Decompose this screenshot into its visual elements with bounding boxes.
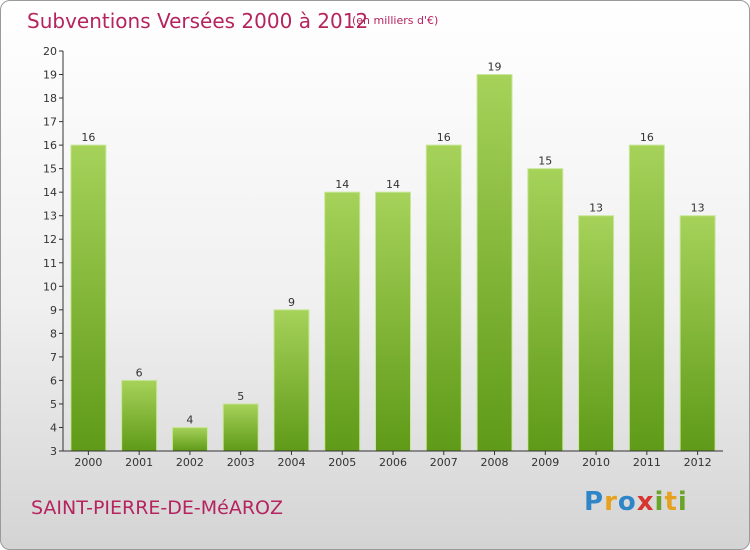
- x-tick-label: 2006: [379, 456, 407, 469]
- bar-value-label: 9: [288, 296, 295, 309]
- x-tick-label: 2008: [481, 456, 509, 469]
- y-tick-label: 14: [43, 186, 57, 199]
- bar-value-label: 14: [386, 178, 400, 191]
- logo-letter: r: [604, 487, 618, 517]
- bar-value-label: 5: [237, 390, 244, 403]
- place-name: SAINT-PIERRE-DE-MéAROZ: [31, 497, 284, 519]
- x-tick-label: 2009: [531, 456, 559, 469]
- proxiti-logo: Proxiti: [584, 487, 688, 517]
- y-tick-label: 15: [43, 163, 57, 176]
- bar-value-label: 6: [136, 366, 143, 379]
- bar-value-label: 16: [81, 131, 95, 144]
- bars: 16 6 4 5 9 14 14 16 19 15 13 16 13: [70, 61, 716, 452]
- y-tick-label: 19: [43, 69, 57, 82]
- y-tick-label: 20: [43, 45, 57, 58]
- bar: [679, 215, 716, 452]
- logo-letter: x: [636, 487, 655, 517]
- y-tick-label: 3: [50, 445, 57, 458]
- logo-letter: o: [617, 487, 637, 517]
- y-tick-label: 17: [43, 116, 57, 129]
- y-tick-label: 16: [43, 139, 57, 152]
- bar: [121, 379, 158, 452]
- x-tick-label: 2001: [125, 456, 153, 469]
- logo-letter: i: [677, 487, 688, 517]
- y-tick-label: 12: [43, 233, 57, 246]
- bar: [628, 144, 665, 452]
- y-tick-label: 8: [50, 327, 57, 340]
- x-tick-label: 2004: [277, 456, 305, 469]
- y-tick-label: 6: [50, 374, 57, 387]
- logo-letter: P: [584, 487, 605, 517]
- bar-value-label: 19: [488, 61, 502, 74]
- x-tick-label: 2007: [430, 456, 458, 469]
- x-tick-label: 2005: [328, 456, 356, 469]
- x-tick-label: 2002: [176, 456, 204, 469]
- y-tick-label: 7: [50, 351, 57, 364]
- y-tick-label: 5: [50, 398, 57, 411]
- x-tick-label: 2000: [74, 456, 102, 469]
- bar-value-label: 16: [640, 131, 654, 144]
- bar: [476, 74, 513, 452]
- y-axis: 3 4 5 6 7 8 9 10 11 12 13 14 15 16 17 18 19 20: [43, 45, 64, 458]
- x-tick-label: 2003: [227, 456, 255, 469]
- logo-letter: i: [654, 487, 665, 517]
- bar: [578, 215, 615, 452]
- y-tick-label: 13: [43, 210, 57, 223]
- chart-title: Subventions Versées 2000 à 2012: [27, 9, 369, 33]
- bar: [171, 426, 208, 452]
- logo-letter: t: [664, 487, 678, 517]
- bar-value-label: 4: [186, 413, 193, 426]
- y-tick-label: 4: [50, 421, 57, 434]
- bar: [273, 309, 310, 452]
- bar: [375, 191, 411, 452]
- bar-value-label: 14: [335, 178, 349, 191]
- bar: [324, 191, 361, 452]
- y-tick-label: 18: [43, 92, 57, 105]
- bar: [527, 168, 564, 452]
- bar-value-label: 15: [538, 155, 552, 168]
- x-axis: 2000 2001 2002 2003 2004 2005 2006 2007 2008 2009…: [63, 450, 723, 469]
- y-tick-label: 11: [43, 257, 57, 270]
- bar: [222, 403, 259, 452]
- bar-value-label: 13: [589, 202, 603, 215]
- bar: [425, 144, 462, 452]
- bar-value-label: 13: [691, 202, 705, 215]
- y-tick-label: 9: [50, 304, 57, 317]
- y-tick-label: 10: [43, 280, 57, 293]
- bar: [70, 144, 107, 452]
- x-tick-label: 2011: [633, 456, 661, 469]
- x-tick-label: 2012: [684, 456, 712, 469]
- x-tick-label: 2010: [582, 456, 610, 469]
- unit-label: (en milliers d'€): [352, 14, 439, 27]
- bar-value-label: 16: [437, 131, 451, 144]
